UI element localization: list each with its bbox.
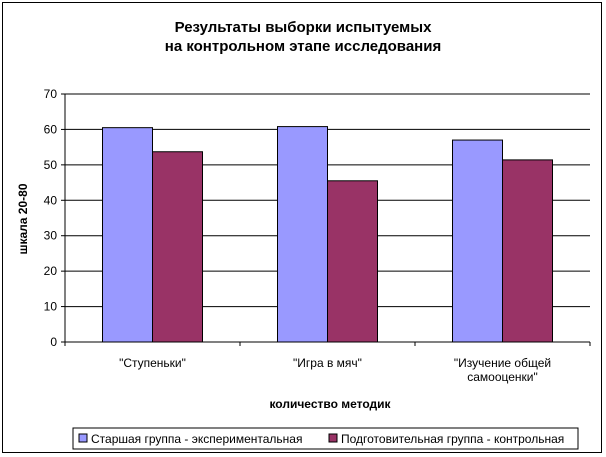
y-tick-label: 20 [44,264,58,278]
chart-frame: Результаты выборки испытуемых на контрол… [2,2,602,453]
x-category-label: "Изучение общей [454,356,551,370]
y-tick-label: 40 [44,193,58,207]
x-category-label: самооценки" [467,370,538,384]
bar-series1-cat1 [102,127,153,343]
y-tick-label: 10 [44,300,58,314]
legend-box [72,427,579,450]
x-axis-title: количество методик [269,397,391,411]
y-tick-label: 70 [44,87,58,101]
y-axis-ticks: 0 10 20 30 40 50 60 70 [44,87,65,349]
bars [102,126,553,343]
category-labels: "Ступеньки" "Игра в мяч" "Изучение общейса… [119,356,551,384]
legend-swatch-series1 [78,433,88,443]
legend: Старшая группа - экспериментальная Подгот… [72,427,579,450]
axes [64,94,591,346]
y-tick-label: 30 [44,229,58,243]
bar-series1-cat2 [277,126,328,343]
legend-swatch-series2 [328,433,338,443]
chart-title-line-2: на контрольном этапе исследования [165,38,441,55]
bar-series2-cat1 [152,151,203,343]
x-category-label: "Ступеньки" [119,356,186,370]
y-tick-label: 0 [50,335,57,349]
chart-title-line-1: Результаты выборки испытуемых [175,19,433,36]
y-tick-label: 50 [44,158,58,172]
bar-series2-cat3 [502,159,553,343]
bar-chart: Результаты выборки испытуемых на контрол… [16,19,591,450]
legend-label-series1: Старшая группа - экспериментальная [91,432,302,446]
y-axis-title: шкала 20-80 [16,183,30,254]
bar-series2-cat2 [327,180,378,343]
legend-label-series2: Подготовительная группа - контрольная [341,432,564,446]
bar-series1-cat3 [452,139,503,343]
y-tick-label: 60 [44,122,58,136]
x-category-label: "Игра в мяч" [293,356,362,370]
